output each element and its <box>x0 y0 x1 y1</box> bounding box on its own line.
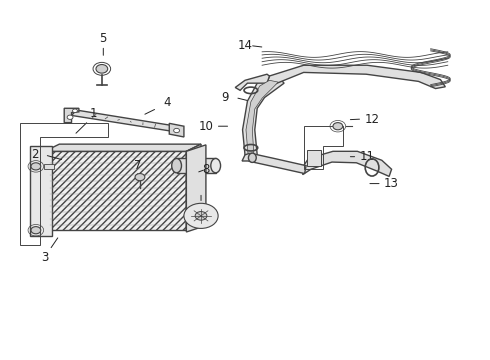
Polygon shape <box>169 123 184 137</box>
Circle shape <box>73 109 77 113</box>
Polygon shape <box>307 149 321 166</box>
Polygon shape <box>246 80 278 153</box>
Circle shape <box>195 212 207 220</box>
Text: 13: 13 <box>384 177 399 190</box>
Polygon shape <box>186 144 201 230</box>
Text: 6: 6 <box>197 204 205 217</box>
Polygon shape <box>45 144 201 151</box>
Text: 10: 10 <box>198 120 213 133</box>
Polygon shape <box>242 153 306 174</box>
Polygon shape <box>303 151 392 176</box>
Polygon shape <box>176 158 216 173</box>
Circle shape <box>96 64 108 73</box>
Text: 1: 1 <box>90 107 98 120</box>
Bar <box>44 164 54 169</box>
Ellipse shape <box>248 153 256 162</box>
Polygon shape <box>186 145 206 232</box>
Circle shape <box>31 226 41 234</box>
Polygon shape <box>235 74 270 90</box>
Circle shape <box>184 203 218 228</box>
Polygon shape <box>243 76 284 155</box>
Text: 9: 9 <box>221 91 229 104</box>
Text: 12: 12 <box>365 113 380 126</box>
Circle shape <box>135 174 145 181</box>
Polygon shape <box>30 146 52 235</box>
Circle shape <box>31 163 41 170</box>
Text: 4: 4 <box>163 96 171 109</box>
Text: 2: 2 <box>31 148 39 161</box>
Ellipse shape <box>211 158 220 173</box>
Text: 7: 7 <box>134 159 141 172</box>
Text: 14: 14 <box>238 39 252 52</box>
Text: 8: 8 <box>202 163 210 176</box>
Polygon shape <box>267 65 445 89</box>
Text: 3: 3 <box>41 251 49 264</box>
Circle shape <box>333 123 343 130</box>
Circle shape <box>173 129 179 133</box>
Circle shape <box>67 115 73 120</box>
Polygon shape <box>64 108 79 123</box>
Text: 5: 5 <box>99 32 107 45</box>
Text: 11: 11 <box>360 150 375 163</box>
Polygon shape <box>45 151 186 230</box>
Ellipse shape <box>172 158 181 173</box>
Polygon shape <box>72 110 176 132</box>
